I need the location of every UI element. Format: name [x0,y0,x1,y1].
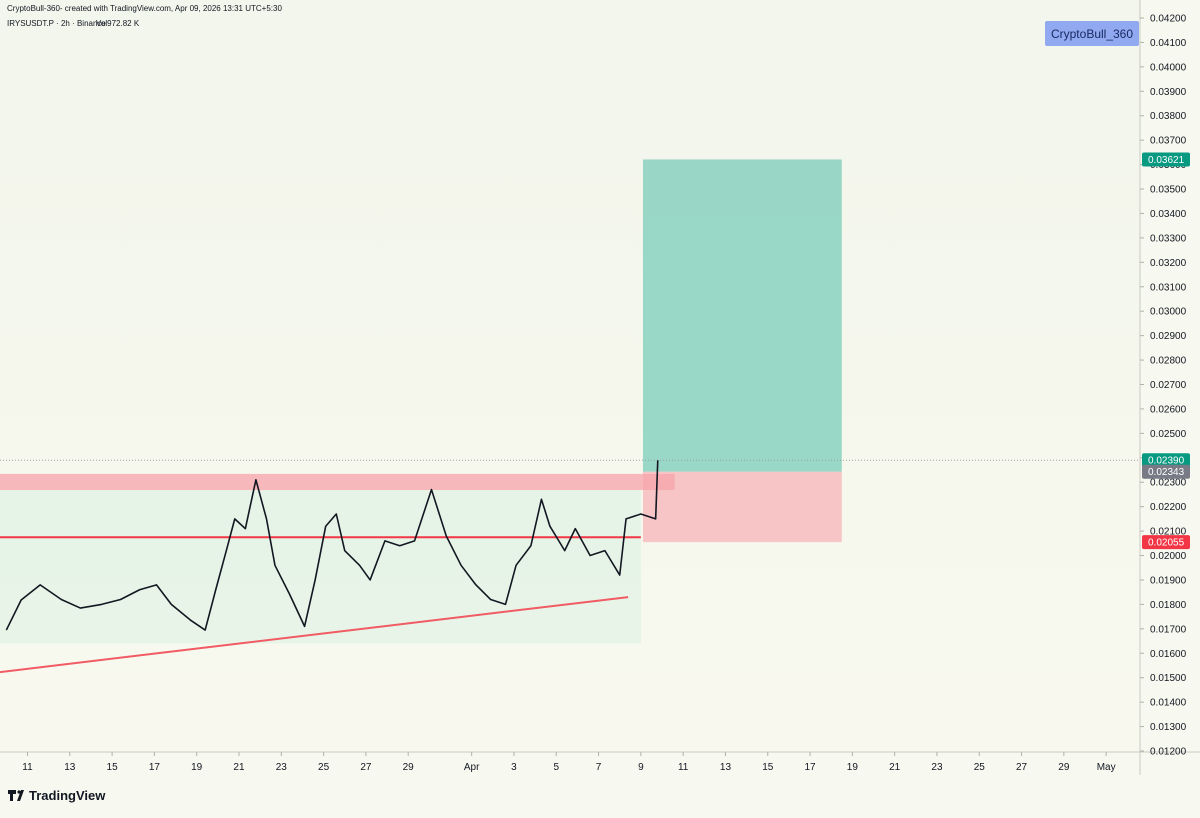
x-tick-label: 9 [638,762,644,773]
x-tick-label: May [1097,762,1116,773]
y-tick-label: 0.02900 [1150,331,1187,342]
price-label: 0.02343 [1148,467,1185,478]
x-tick-label: 3 [511,762,517,773]
y-tick-label: 0.01600 [1150,649,1187,660]
y-tick-label: 0.02500 [1150,429,1187,440]
x-tick-label: 19 [847,762,859,773]
y-tick-label: 0.03100 [1150,282,1187,293]
x-tick-label: 27 [1016,762,1028,773]
y-tick-label: 0.02700 [1150,380,1187,391]
x-tick-label: 27 [360,762,372,773]
watermark-box [1045,21,1139,46]
y-tick-label: 0.03000 [1150,307,1187,318]
x-tick-label: 13 [64,762,76,773]
x-tick-label: 25 [318,762,330,773]
y-tick-label: 0.04000 [1150,62,1187,73]
price-label: 0.03621 [1148,155,1185,166]
target-zone [642,159,842,472]
y-tick-label: 0.01900 [1150,575,1187,586]
price-layer [5,460,659,631]
x-tick-label: 23 [276,762,288,773]
y-tick-label: 0.02200 [1150,502,1187,513]
x-tick-label: 5 [553,762,559,773]
x-tick-label: 29 [403,762,415,773]
y-tick-label: 0.03500 [1150,185,1187,196]
y-tick-label: 0.02100 [1150,527,1187,538]
y-tick-label: 0.03800 [1150,111,1187,122]
x-tick-label: 21 [233,762,245,773]
y-tick-label: 0.01300 [1150,722,1187,733]
x-tick-label: 17 [804,762,816,773]
brand: TradingView [29,788,106,803]
brand-logo [8,790,24,801]
price-label-box [1142,535,1190,550]
price-label: 0.02390 [1148,456,1185,467]
x-tick-label: 15 [107,762,119,773]
volume: Vol972.82 K [96,19,140,28]
y-tick-label: 0.02800 [1150,356,1187,367]
y-tick-label: 0.02000 [1150,551,1187,562]
y-tick-label: 0.04100 [1150,38,1187,49]
y-tick-label: 0.03700 [1150,136,1187,147]
trend-line [0,596,629,674]
y-tick-label: 0.01700 [1150,624,1187,635]
y-tick-label: 0.02300 [1150,478,1187,489]
y-tick-label: 0.01400 [1150,698,1187,709]
axes: 0.04200 0.04100 0.04000 0.03900 0.03800 0.037… [22,14,1190,773]
y-tick-label: 0.01800 [1150,600,1187,611]
x-tick-label: 25 [974,762,986,773]
x-tick-label: 23 [931,762,943,773]
y-tick-label: 0.03300 [1150,233,1187,244]
y-tick-label: 0.01500 [1150,673,1187,684]
header: CryptoBull-360- created with TradingView… [7,4,282,13]
x-tick-label: 15 [762,762,774,773]
price-line [5,460,659,631]
y-tick-label: 0.01200 [1150,747,1187,758]
watermark: CryptoBull_360 [1051,27,1133,41]
y-tick-label: 0.02600 [1150,404,1187,415]
symbol: IRYSUSDT.P · 2h · Binance [7,19,106,28]
y-tick-label: 0.03200 [1150,258,1187,269]
price-label-box [1142,464,1190,479]
stop-zone [642,471,842,543]
x-tick-label: 7 [596,762,602,773]
x-tick-label: 13 [720,762,732,773]
x-tick-label: 29 [1058,762,1070,773]
x-tick-label: 19 [191,762,203,773]
x-tick-label: 17 [149,762,161,773]
resistance-zone [0,473,675,491]
price-label: 0.02055 [1148,538,1185,549]
range-box [0,490,641,644]
x-tick-label: 21 [889,762,901,773]
x-tick-label: 11 [678,762,689,773]
price-label-box [1142,453,1190,468]
y-tick-label: 0.04200 [1150,14,1187,25]
drawings [0,159,1140,674]
x-tick-label: 11 [22,762,33,773]
y-tick-label: 0.03900 [1150,87,1187,98]
y-tick-label: 0.03400 [1150,209,1187,220]
price-label-box [1142,152,1190,167]
x-tick-label: Apr [464,762,480,773]
